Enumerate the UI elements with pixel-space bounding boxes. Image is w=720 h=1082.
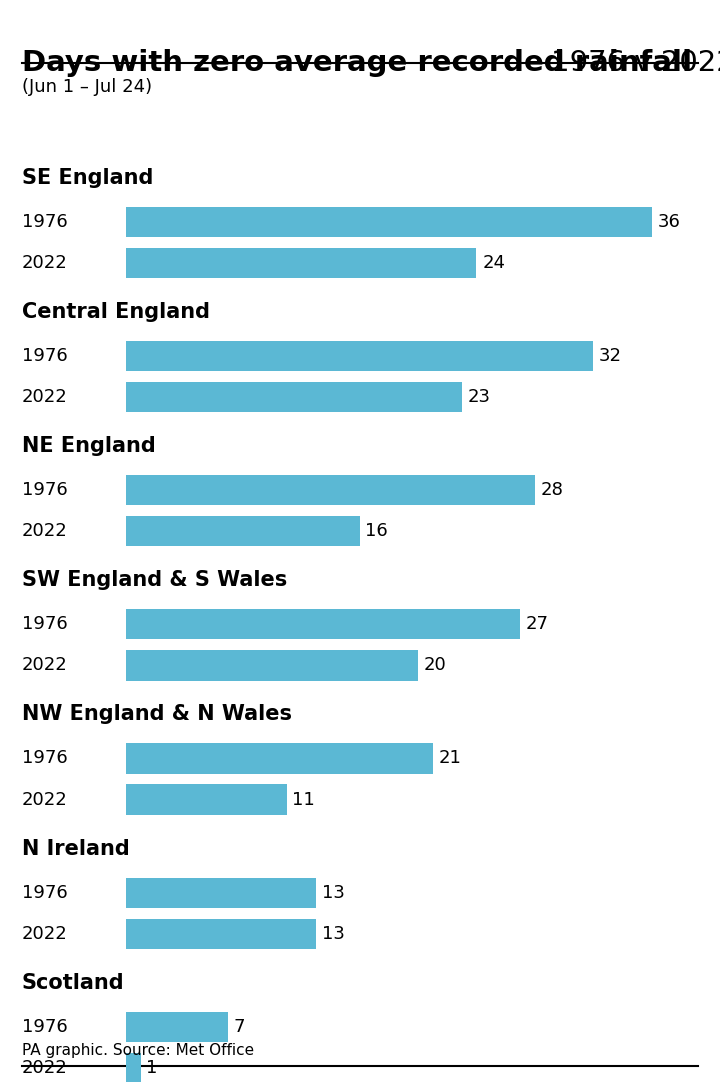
Text: SW England & S Wales: SW England & S Wales [22, 570, 287, 590]
Text: 20: 20 [424, 657, 446, 674]
Text: 2022: 2022 [22, 523, 68, 540]
Text: 7: 7 [234, 1018, 246, 1035]
Text: 2022: 2022 [22, 791, 68, 808]
Text: 2022: 2022 [22, 925, 68, 942]
Text: (Jun 1 – Jul 24): (Jun 1 – Jul 24) [22, 78, 152, 96]
Text: 2022: 2022 [22, 388, 68, 406]
Text: 28: 28 [541, 481, 564, 499]
Text: 11: 11 [292, 791, 315, 808]
Text: 1976: 1976 [22, 1018, 68, 1035]
Text: SE England: SE England [22, 168, 153, 187]
Text: 1976: 1976 [22, 347, 68, 365]
Text: Central England: Central England [22, 302, 210, 321]
Text: NW England & N Wales: NW England & N Wales [22, 704, 292, 724]
Text: 1976: 1976 [22, 213, 68, 230]
Text: 24: 24 [482, 254, 505, 272]
Text: 1976: 1976 [22, 616, 68, 633]
Text: N Ireland: N Ireland [22, 839, 130, 858]
Text: 1976: 1976 [22, 884, 68, 901]
Text: Days with zero average recorded rainfall: Days with zero average recorded rainfall [22, 49, 692, 77]
Text: PA graphic. Source: Met Office: PA graphic. Source: Met Office [22, 1043, 253, 1058]
Text: 1976 v 2022: 1976 v 2022 [551, 49, 720, 77]
Text: 32: 32 [599, 347, 622, 365]
Text: 13: 13 [322, 925, 344, 942]
Text: 1976: 1976 [22, 750, 68, 767]
Text: 27: 27 [526, 616, 549, 633]
Text: NE England: NE England [22, 436, 156, 456]
Text: 13: 13 [322, 884, 344, 901]
Text: 2022: 2022 [22, 1059, 68, 1077]
Text: 36: 36 [657, 213, 680, 230]
Text: 23: 23 [467, 388, 490, 406]
Text: 2022: 2022 [22, 657, 68, 674]
Text: 1976: 1976 [22, 481, 68, 499]
Text: Scotland: Scotland [22, 973, 125, 992]
Text: 21: 21 [438, 750, 462, 767]
Text: 16: 16 [365, 523, 388, 540]
Text: 1: 1 [146, 1059, 158, 1077]
Text: 2022: 2022 [22, 254, 68, 272]
